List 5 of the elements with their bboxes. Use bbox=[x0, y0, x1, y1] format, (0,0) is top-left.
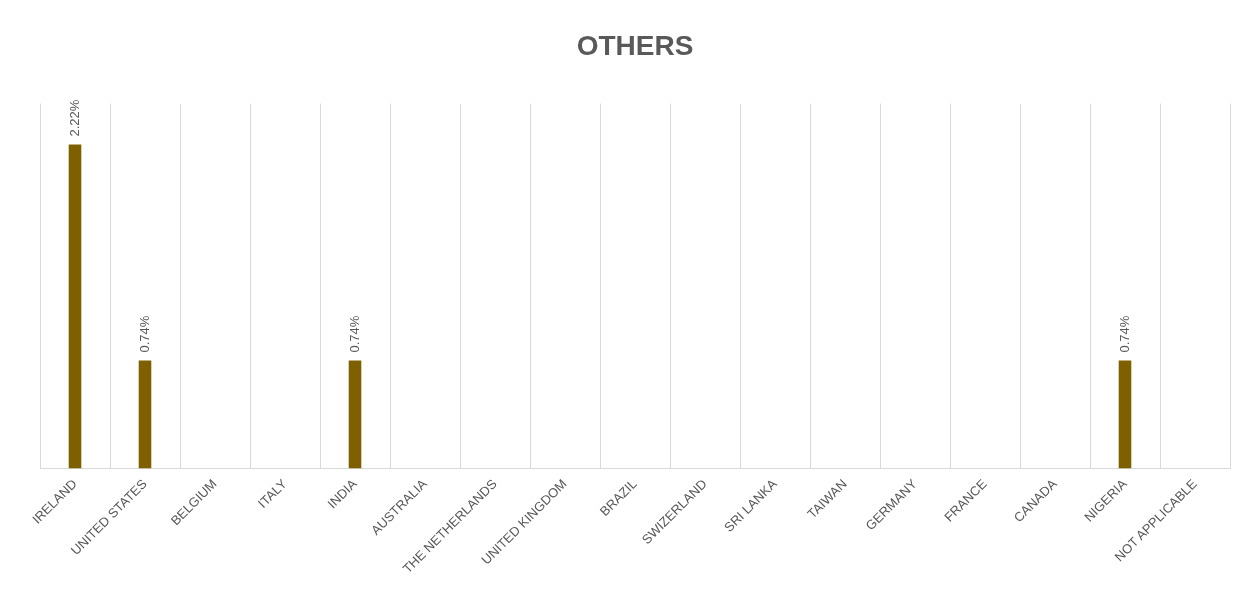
data-label: 0.74% bbox=[346, 315, 362, 353]
data-label: 2.22% bbox=[66, 99, 82, 137]
chart-title: OTHERS bbox=[576, 29, 694, 61]
data-label: 0.74% bbox=[1116, 315, 1132, 353]
data-label: 0.74% bbox=[136, 315, 152, 353]
